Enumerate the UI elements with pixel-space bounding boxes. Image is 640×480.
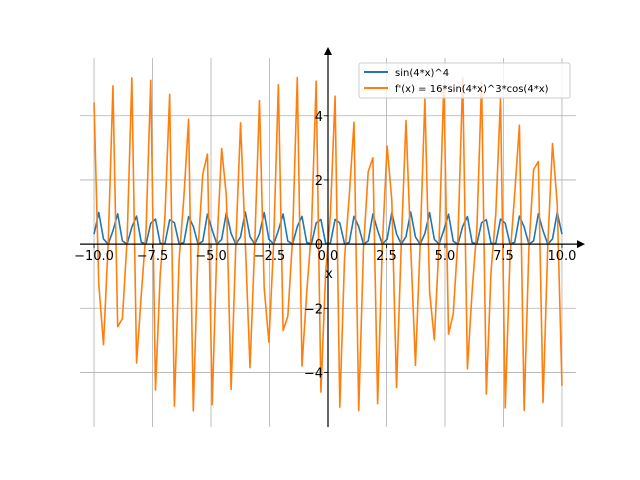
x-tick-label: −2.5 [254,249,286,264]
legend-label-derivative: f'(x) = 16*sin(4*x)^3*cos(4*x) [395,84,549,95]
x-tick-label: 2.5 [376,249,397,264]
y-tick-label: −4 [304,366,323,381]
y-tick-label: 0 [315,238,323,253]
y-axis-arrow-icon [324,47,332,55]
x-tick-label: 7.5 [493,249,514,264]
axes [80,47,585,427]
tick-labels: −10.0 −7.5 −5.0 −2.5 0.0 2.5 5.0 7.5 10.0 −4 −2 0 2 4 [74,110,576,382]
x-axis-label: x [325,267,333,282]
y-tick-label: −2 [304,302,323,317]
legend-box [358,62,571,99]
x-tick-label: 10.0 [547,249,576,264]
x-tick-label: −5.0 [195,249,227,264]
y-tick-label: 2 [315,174,323,189]
y-tick-label: 4 [315,110,323,125]
legend: sin(4*x)^4 f'(x) = 16*sin(4*x)^3*cos(4*x… [358,62,571,99]
x-tick-label: −7.5 [137,249,169,264]
legend-label-sin: sin(4*x)^4 [395,68,449,79]
x-tick-label: 5.0 [435,249,456,264]
x-axis-arrow-icon [577,240,585,249]
x-tick-label: −10.0 [74,249,114,264]
x-tick-label: 0.0 [318,249,339,264]
